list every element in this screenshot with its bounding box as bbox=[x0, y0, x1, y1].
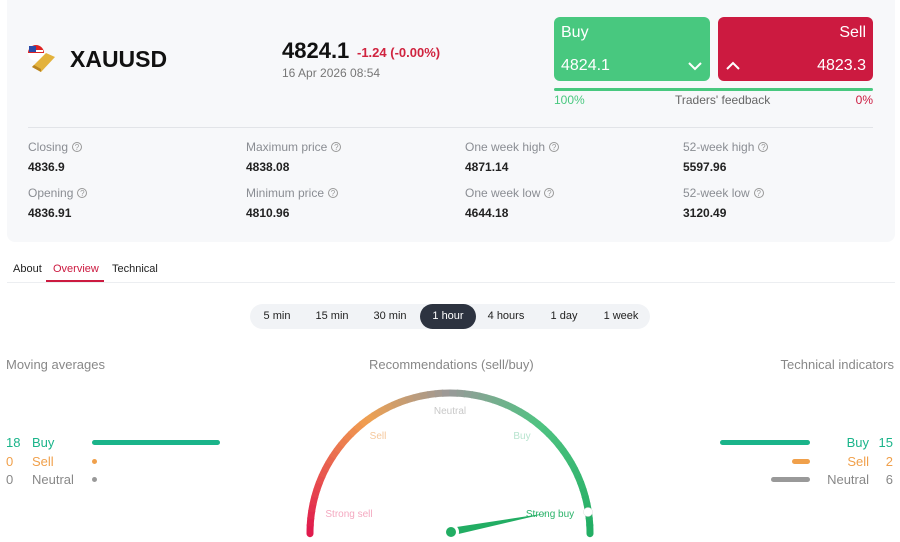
stat-label-text: 52-week low bbox=[683, 186, 750, 200]
stat-label: 52-week high? bbox=[683, 140, 769, 154]
active-tab-indicator bbox=[46, 280, 104, 282]
stat-label: One week high? bbox=[465, 140, 560, 154]
current-price: 4824.1 bbox=[282, 38, 350, 63]
ti-neutral-label: Neutral bbox=[827, 472, 869, 487]
buy-price: 4824.1 bbox=[561, 57, 610, 74]
stat-label: Opening? bbox=[28, 186, 88, 200]
tabs-divider bbox=[7, 282, 895, 283]
ti-buy-count: 15 bbox=[878, 435, 893, 450]
feedback-sell-pct: 0% bbox=[855, 93, 873, 107]
help-icon[interactable]: ? bbox=[753, 188, 764, 198]
stat-value: 4838.08 bbox=[246, 160, 290, 174]
timeframe-5min[interactable]: 5 min bbox=[263, 310, 291, 322]
price-datetime: 16 Apr 2026 08:54 bbox=[282, 66, 381, 80]
ti-buy-label: Buy bbox=[846, 435, 869, 450]
sell-button[interactable]: Sell 4823.3 bbox=[718, 17, 873, 81]
gauge-label-neutral: Neutral bbox=[434, 406, 466, 417]
sell-label: Sell bbox=[839, 24, 866, 41]
ma-buy-bar bbox=[92, 440, 220, 445]
stat-label: Minimum price? bbox=[246, 186, 339, 200]
gauge-label-strong-sell: Strong sell bbox=[325, 509, 372, 520]
gauge-label-buy: Buy bbox=[513, 431, 530, 442]
stat-label: Closing? bbox=[28, 140, 83, 154]
help-icon[interactable]: ? bbox=[72, 142, 83, 152]
stat-value: 3120.49 bbox=[683, 206, 727, 220]
sell-price: 4823.3 bbox=[817, 57, 866, 74]
price-change: -1.24 (-0.00%) bbox=[357, 45, 441, 60]
ma-buy-count: 18 bbox=[6, 435, 21, 450]
tab-technical[interactable]: Technical bbox=[112, 263, 158, 275]
recommendations-title: Recommendations (sell/buy) bbox=[369, 357, 534, 372]
stat-label-text: Maximum price bbox=[246, 140, 328, 154]
help-icon[interactable]: ? bbox=[328, 188, 339, 198]
ma-sell-label: Sell bbox=[32, 454, 54, 469]
technical-indicators-title: Technical indicators bbox=[780, 357, 894, 372]
moving-averages-title: Moving averages bbox=[6, 357, 105, 372]
stat-label: One week low? bbox=[465, 186, 555, 200]
gauge-marker bbox=[583, 507, 593, 517]
ti-sell-count: 2 bbox=[885, 454, 893, 469]
stat-label-text: 52-week high bbox=[683, 140, 755, 154]
chevron-up-icon bbox=[726, 61, 740, 70]
help-icon[interactable]: ? bbox=[77, 188, 88, 198]
stat-value: 4871.14 bbox=[465, 160, 509, 174]
traders-feedback-bar bbox=[554, 88, 873, 91]
feedback-buy-pct: 100% bbox=[554, 93, 585, 107]
stat-label-text: Minimum price bbox=[246, 186, 325, 200]
timeframe-1day[interactable]: 1 day bbox=[550, 310, 578, 322]
symbol-title: XAUUSD bbox=[70, 46, 168, 72]
timeframe-15min[interactable]: 15 min bbox=[315, 310, 349, 322]
stat-label-text: Opening bbox=[28, 186, 74, 200]
help-icon[interactable]: ? bbox=[331, 142, 342, 152]
stat-label-text: One week high bbox=[465, 140, 546, 154]
ma-neutral-count: 0 bbox=[6, 472, 14, 487]
stat-value: 5597.96 bbox=[683, 160, 727, 174]
gauge-label-sell: Sell bbox=[370, 431, 387, 442]
gauge-needle bbox=[450, 513, 548, 536]
timeframe-selector: 5 min 15 min 30 min 1 hour 4 hours 1 day… bbox=[250, 304, 650, 329]
buy-label: Buy bbox=[561, 24, 589, 41]
divider bbox=[28, 127, 873, 128]
buy-button[interactable]: Buy 4824.1 bbox=[554, 17, 710, 81]
ma-neutral-bar bbox=[92, 477, 97, 482]
ti-buy-bar bbox=[720, 440, 810, 445]
help-icon[interactable]: ? bbox=[544, 188, 555, 198]
stat-label-text: One week low bbox=[465, 186, 541, 200]
ti-sell-bar bbox=[792, 459, 810, 464]
stat-value: 4836.91 bbox=[28, 206, 72, 220]
ma-buy-label: Buy bbox=[32, 435, 55, 450]
stat-label: 52-week low? bbox=[683, 186, 764, 200]
tab-about[interactable]: About bbox=[13, 263, 42, 275]
recommendation-gauge: Strong sell Sell Neutral Buy Strong buy bbox=[306, 389, 594, 540]
timeframe-4hours[interactable]: 4 hours bbox=[487, 310, 525, 322]
stat-value: 4810.96 bbox=[246, 206, 290, 220]
timeframe-1week[interactable]: 1 week bbox=[603, 310, 639, 322]
timeframe-1hour[interactable]: 1 hour bbox=[420, 304, 476, 329]
tab-overview[interactable]: Overview bbox=[53, 263, 99, 275]
ma-sell-count: 0 bbox=[6, 454, 14, 469]
help-icon[interactable]: ? bbox=[758, 142, 769, 152]
timeframe-30min[interactable]: 30 min bbox=[373, 310, 407, 322]
chevron-down-icon bbox=[688, 62, 702, 71]
stat-value: 4644.18 bbox=[465, 206, 509, 220]
gauge-label-strong-buy: Strong buy bbox=[526, 509, 574, 520]
gauge-pivot bbox=[446, 527, 456, 537]
help-icon[interactable]: ? bbox=[549, 142, 560, 152]
feedback-label: Traders' feedback bbox=[675, 93, 771, 107]
stat-value: 4836.9 bbox=[28, 160, 65, 174]
ti-neutral-count: 6 bbox=[885, 472, 893, 487]
gold-usd-logo-icon bbox=[28, 45, 55, 72]
ti-sell-label: Sell bbox=[847, 454, 869, 469]
ti-neutral-bar bbox=[771, 477, 810, 482]
ma-sell-bar bbox=[92, 459, 97, 464]
stat-label-text: Closing bbox=[28, 140, 69, 154]
ma-neutral-label: Neutral bbox=[32, 472, 74, 487]
stat-label: Maximum price? bbox=[246, 140, 342, 154]
